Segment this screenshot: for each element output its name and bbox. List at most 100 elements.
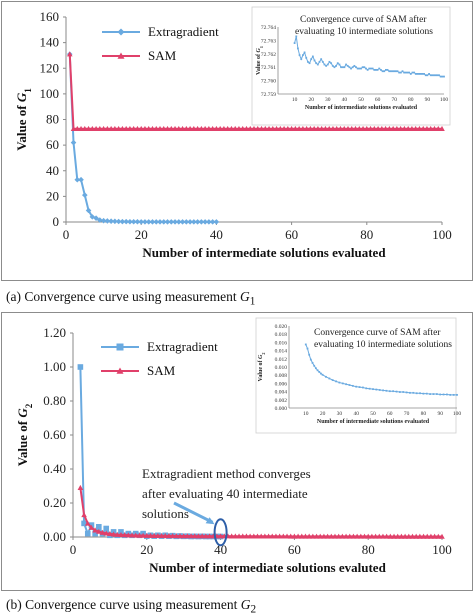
inset-b-series-point bbox=[398, 391, 401, 393]
inset-b-x-tick-label: 100 bbox=[453, 411, 462, 417]
inset-b-y-tick-label: 0.010 bbox=[275, 365, 288, 371]
chart-a-series-1-point bbox=[243, 125, 250, 131]
inset-b-series-point bbox=[318, 371, 321, 373]
chart-a-series-1-point bbox=[330, 125, 336, 131]
chart-a-series-1-point bbox=[431, 125, 438, 131]
inset-a-series-point bbox=[439, 75, 442, 78]
chart-b-series-1-point bbox=[332, 533, 338, 539]
inset-a-x-tick-label: 40 bbox=[342, 97, 348, 103]
inset-a-series-point bbox=[399, 71, 402, 74]
inset-b-x-axis-title: Number of intermediate solutions evaluat… bbox=[317, 419, 430, 425]
chart-a-series-1-point bbox=[348, 125, 355, 131]
chart-a-series-1-point bbox=[82, 125, 88, 131]
chart-b-series-1-point bbox=[251, 533, 257, 539]
inset-a-series-point bbox=[308, 62, 311, 65]
inset-a-x-tick-label: 20 bbox=[308, 97, 314, 103]
chart-a-svg: 0 20 40 60 80 100 120 140 160 0 20 40 60 80 100 Number … bbox=[14, 6, 452, 260]
inset-a-series-point bbox=[350, 67, 352, 70]
chart-b-series-1-point bbox=[110, 531, 117, 537]
inset-a-x-tick-label: 60 bbox=[375, 97, 381, 103]
chart-b-series-1-point bbox=[273, 533, 279, 539]
caption-a-subscript: 1 bbox=[249, 295, 256, 308]
chart-a-series-1-point bbox=[70, 125, 77, 131]
chart-a-x-tick-label: 100 bbox=[432, 227, 452, 242]
inset-b-series-point bbox=[362, 386, 364, 389]
inset-a-series-point bbox=[328, 60, 331, 63]
chart-b-x-tick-label: 100 bbox=[432, 542, 452, 557]
chart-b-series-1-point bbox=[107, 530, 113, 537]
inset-b-x-tick-label: 10 bbox=[303, 411, 309, 417]
inset-a-series-point bbox=[306, 60, 309, 63]
chart-b-series-1-point bbox=[265, 533, 272, 539]
chart-a-series-1-point bbox=[356, 125, 363, 131]
inset-b-title-line-1: Convergence curve of SAM after bbox=[314, 327, 441, 338]
chart-a-series-1-point bbox=[322, 125, 329, 131]
chart-b-series-1-point bbox=[291, 533, 298, 539]
chart-b-y-tick-label: 0.20 bbox=[43, 495, 66, 510]
chart-a-series-1-point bbox=[296, 125, 302, 131]
inset-b-series-point bbox=[368, 387, 371, 390]
chart-a-series-0-line bbox=[68, 54, 217, 223]
chart-a-series-1-point bbox=[145, 125, 152, 131]
chart-a-series-1-point bbox=[360, 125, 366, 131]
chart-b-series-1-point bbox=[84, 520, 91, 526]
inset-a-series-point bbox=[365, 67, 367, 70]
inset-b-series-point bbox=[382, 389, 384, 392]
chart-a-series-0-point bbox=[123, 218, 129, 225]
chart-b-series-1-point bbox=[77, 484, 84, 490]
inset-b-series-point bbox=[402, 391, 405, 393]
inset-b-title-line-2: evaluating 10 intermediate solutions bbox=[314, 340, 452, 350]
chart-b-series-1-point bbox=[339, 533, 346, 539]
chart-a-series-1-point bbox=[168, 125, 175, 131]
chart-b-series-1-point bbox=[435, 533, 442, 539]
chart-b-series-1-point bbox=[188, 533, 194, 539]
chart-a-series-1-point bbox=[270, 125, 276, 131]
chart-a-series-1-point bbox=[311, 125, 317, 131]
chart-b-series-1-point bbox=[358, 533, 364, 539]
inset-a-y-axis-title: Value of G1 bbox=[256, 46, 264, 75]
inset-a-series-point bbox=[386, 68, 389, 71]
chart-a-series-1-point bbox=[239, 125, 246, 131]
inset-a-y-tick-label: 72.761 bbox=[261, 65, 276, 71]
chart-a-y-tick-label: 120 bbox=[40, 60, 60, 75]
chart-a-series-0-point bbox=[209, 219, 216, 225]
chart-b-series-1-point bbox=[269, 533, 276, 539]
chart-b-series-1-point bbox=[232, 533, 239, 539]
chart-b-series-1-point bbox=[310, 533, 316, 539]
inset-b-y-tick-label: 0.020 bbox=[275, 324, 288, 330]
chart-b-series-1-point bbox=[287, 533, 294, 539]
inset-a-series-point bbox=[380, 68, 382, 71]
chart-a-series-1-point bbox=[281, 125, 287, 131]
chart-b-series-1-point bbox=[284, 533, 290, 539]
chart-a-series-1-point bbox=[424, 125, 430, 131]
inset-b-series-point bbox=[422, 392, 425, 395]
inset-a-series-point bbox=[370, 67, 372, 70]
caption-b: (b) Convergence curve using measurement … bbox=[6, 597, 256, 616]
chart-a-x-axis-title: Number of intermediate solutions evaluat… bbox=[142, 245, 386, 260]
chart-a-series-1-point bbox=[119, 125, 126, 131]
inset-b-x-tick-label: 30 bbox=[337, 411, 343, 417]
chart-a-series-1-point bbox=[108, 125, 114, 131]
inset-a-series-point bbox=[398, 71, 401, 74]
chart-b-series-0-point bbox=[96, 524, 102, 530]
chart-b-series-1-point bbox=[428, 533, 434, 539]
inset-b-series-point bbox=[412, 391, 415, 394]
chart-b-series-1-point bbox=[405, 533, 412, 539]
chart-a-legend-marker-1 bbox=[117, 52, 125, 59]
chart-a-series-0-point bbox=[157, 219, 163, 225]
chart-b-series-1-point bbox=[280, 533, 287, 539]
chart-b-series-1-point bbox=[129, 532, 135, 538]
chart-b-series-1-point bbox=[324, 533, 331, 539]
chart-a-series-1-point bbox=[123, 125, 129, 131]
chart-a-series-0-point bbox=[82, 192, 88, 198]
inset-b-series-point bbox=[409, 391, 411, 394]
chart-b-legend-marker-0 bbox=[116, 343, 124, 351]
inset-b-series-point bbox=[429, 393, 432, 395]
inset-b-series-point bbox=[392, 390, 395, 393]
chart-a-series-0-point bbox=[213, 219, 220, 225]
chart-a-series-1-point bbox=[100, 125, 107, 131]
annotation-ellipse bbox=[213, 518, 228, 547]
chart-b-series-1-point bbox=[155, 532, 161, 539]
chart-a-series-1-point bbox=[409, 125, 415, 131]
chart-b-y-tick-label: 1.20 bbox=[43, 325, 66, 340]
